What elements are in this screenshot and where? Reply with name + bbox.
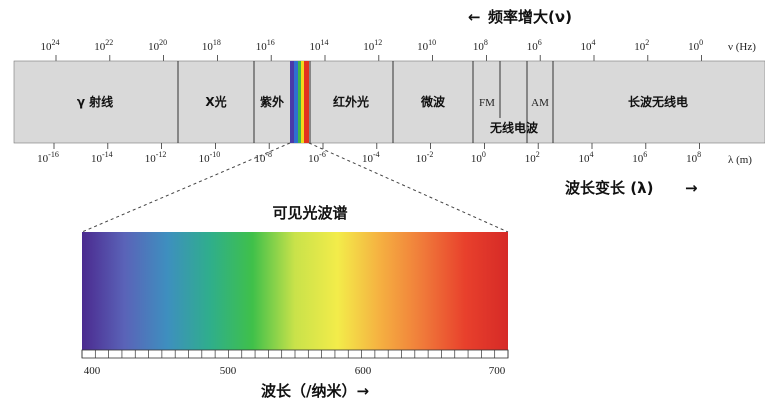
wavelength-arrow: →	[685, 179, 698, 197]
wavelength-tick-label: 10-14	[91, 150, 113, 165]
wavelength-tick-label: 10-12	[145, 150, 167, 165]
frequency-tick-label: 108	[473, 38, 488, 53]
visible-strip-blue	[294, 61, 298, 143]
visible-tick-600: 600	[355, 365, 372, 377]
frequency-tick-label: 102	[634, 38, 649, 53]
region-long-wave: 长波无线电	[628, 94, 688, 109]
frequency-unit: ν (Hz)	[728, 41, 756, 53]
wavelength-tick-labels: 10-16 10-14 10-12 10-10 10-8 10-6 10-4 10-2 100 1…	[37, 143, 701, 165]
frequency-tick-label: 1010	[417, 38, 436, 53]
frequency-tick-label: 106	[527, 38, 542, 53]
zoom-line-left	[81, 142, 291, 233]
region-uv: 紫外	[260, 94, 284, 109]
visible-strip-yellow	[301, 61, 304, 143]
visible-strip-red	[304, 61, 309, 143]
zoom-line-right	[308, 142, 509, 233]
wavelength-tick-label: 10-8	[254, 150, 272, 165]
frequency-tick-label: 1020	[148, 38, 167, 53]
visible-axis-label: 波长（/纳米）→	[261, 382, 369, 400]
wavelength-tick-label: 100	[471, 150, 486, 165]
frequency-arrow: ←	[468, 8, 481, 26]
wavelength-tick-label: 10-2	[416, 150, 434, 165]
region-gamma: γ 射线	[77, 94, 113, 109]
visible-tick-400: 400	[84, 365, 101, 377]
wavelength-unit: λ (m)	[728, 154, 752, 166]
frequency-tick-label: 1024	[41, 38, 60, 53]
wavelength-tick-label: 10-10	[199, 150, 221, 165]
wavelength-tick-label: 102	[525, 150, 540, 165]
wavelength-tick-label: 106	[632, 150, 647, 165]
frequency-tick-label: 1014	[310, 38, 329, 53]
wavelength-tick-label: 108	[686, 150, 701, 165]
region-fm: FM	[479, 97, 495, 109]
region-radio: 无线电波	[489, 120, 539, 135]
wavelength-tick-label: 10-4	[362, 150, 380, 165]
wavelength-tick-label: 104	[579, 150, 594, 165]
frequency-tick-label: 104	[581, 38, 596, 53]
visible-spectrum-bar	[82, 232, 508, 350]
frequency-label: 频率增大(ν)	[488, 8, 572, 26]
region-microwave: 微波	[420, 94, 446, 109]
wavelength-tick-label: 10-16	[37, 150, 59, 165]
region-ir: 红外光	[333, 94, 369, 109]
visible-strip-violet	[290, 61, 294, 143]
frequency-tick-label: 1012	[363, 38, 382, 53]
visible-strip-green	[298, 61, 301, 143]
frequency-tick-labels: 1024 1022 1020 1018 1016 1014 1012 1010 108 106 10…	[41, 38, 703, 61]
spectrum-band	[13, 60, 765, 144]
visible-tick-700: 700	[489, 365, 506, 377]
region-xray: X光	[205, 94, 226, 109]
ruler-ticks	[81, 350, 509, 358]
wavelength-label: 波长变长 (λ)	[565, 179, 653, 197]
frequency-tick-label: 1022	[94, 38, 113, 53]
region-am: AM	[531, 97, 549, 109]
frequency-tick-label: 1016	[256, 38, 275, 53]
frequency-tick-label: 100	[688, 38, 703, 53]
wavelength-tick-label: 10-6	[308, 150, 326, 165]
frequency-tick-label: 1018	[202, 38, 221, 53]
visible-tick-500: 500	[220, 365, 237, 377]
visible-spectrum-title: 可见光波谱	[272, 204, 347, 222]
